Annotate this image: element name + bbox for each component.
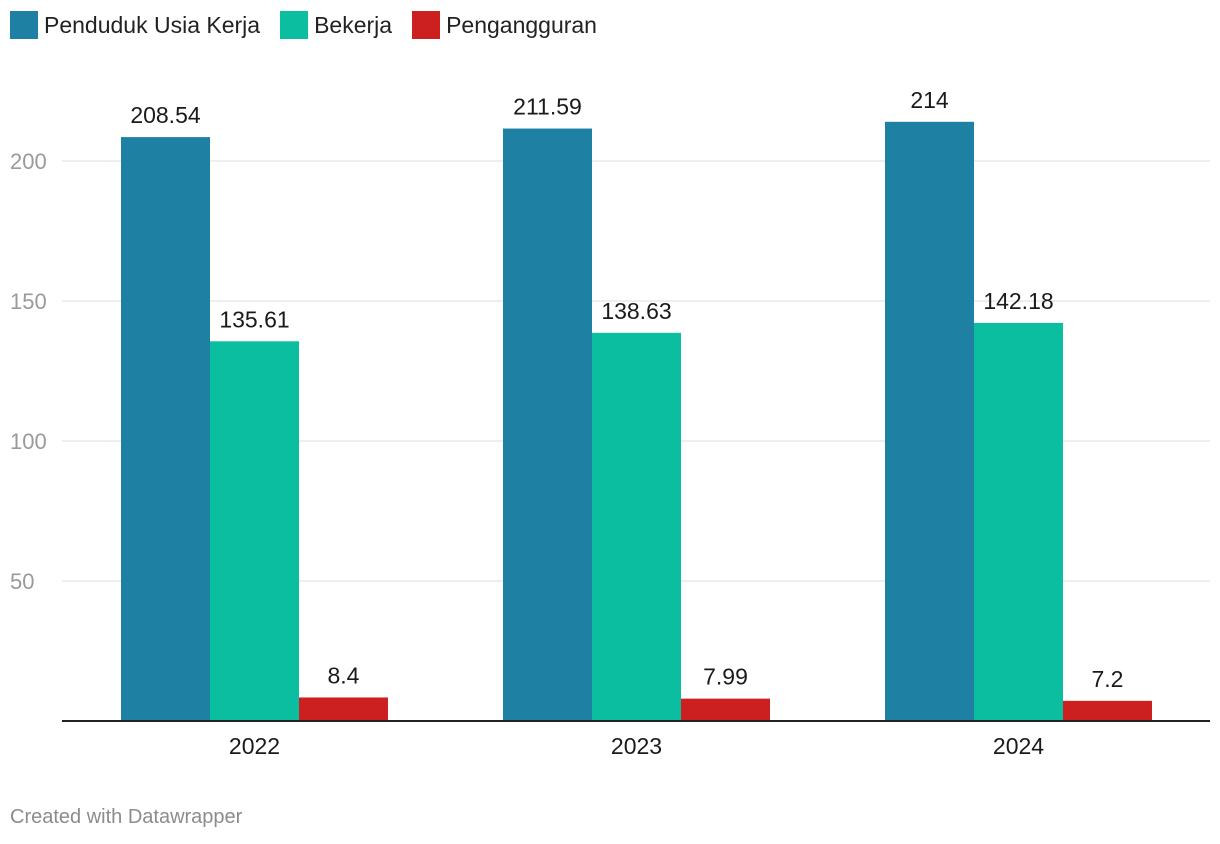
y-tick-label: 200	[10, 149, 47, 174]
data-label: 135.61	[219, 306, 289, 332]
legend-swatch	[10, 11, 38, 39]
bar	[592, 332, 681, 721]
legend-label: Bekerja	[314, 11, 393, 38]
data-label: 208.54	[130, 102, 201, 128]
legend-swatch	[280, 11, 309, 39]
bar	[681, 698, 770, 721]
y-tick-label: 100	[10, 429, 47, 454]
data-label: 211.59	[513, 94, 582, 120]
bar	[503, 128, 592, 722]
legend-label: Pengangguran	[446, 11, 597, 38]
x-tick-label: 2023	[611, 733, 662, 759]
legend-item-bekerja: Bekerja	[280, 11, 392, 39]
bar	[1063, 700, 1152, 721]
footer-credit: Created with Datawrapper	[10, 806, 243, 828]
legend-item-pengangguran: Pengangguran	[412, 11, 597, 39]
x-tick-label: 2024	[993, 733, 1044, 759]
x-tick-label: 2022	[229, 733, 280, 759]
data-label: 7.2	[1092, 666, 1124, 692]
y-tick-label: 150	[10, 289, 47, 314]
bar	[121, 137, 210, 721]
legend-swatch	[412, 11, 441, 39]
bar	[299, 697, 388, 721]
bar-chart: 50 100 150 200 208.54 211.59 214 135.61 138.63 14…	[10, 87, 1210, 759]
bar	[974, 322, 1063, 721]
bar	[885, 121, 974, 722]
chart-legend: Penduduk Usia Kerja Bekerja Pengangguran	[10, 11, 617, 39]
data-label: 142.18	[983, 288, 1053, 314]
data-label: 7.99	[703, 664, 748, 690]
data-label: 214	[910, 87, 949, 113]
legend-label: Penduduk Usia Kerja	[44, 11, 261, 38]
legend-item-penduduk-usia-kerja: Penduduk Usia Kerja	[10, 11, 260, 39]
data-label: 138.63	[601, 298, 671, 324]
data-label: 8.4	[328, 662, 360, 688]
y-tick-label: 50	[10, 569, 34, 594]
bar	[210, 341, 299, 721]
